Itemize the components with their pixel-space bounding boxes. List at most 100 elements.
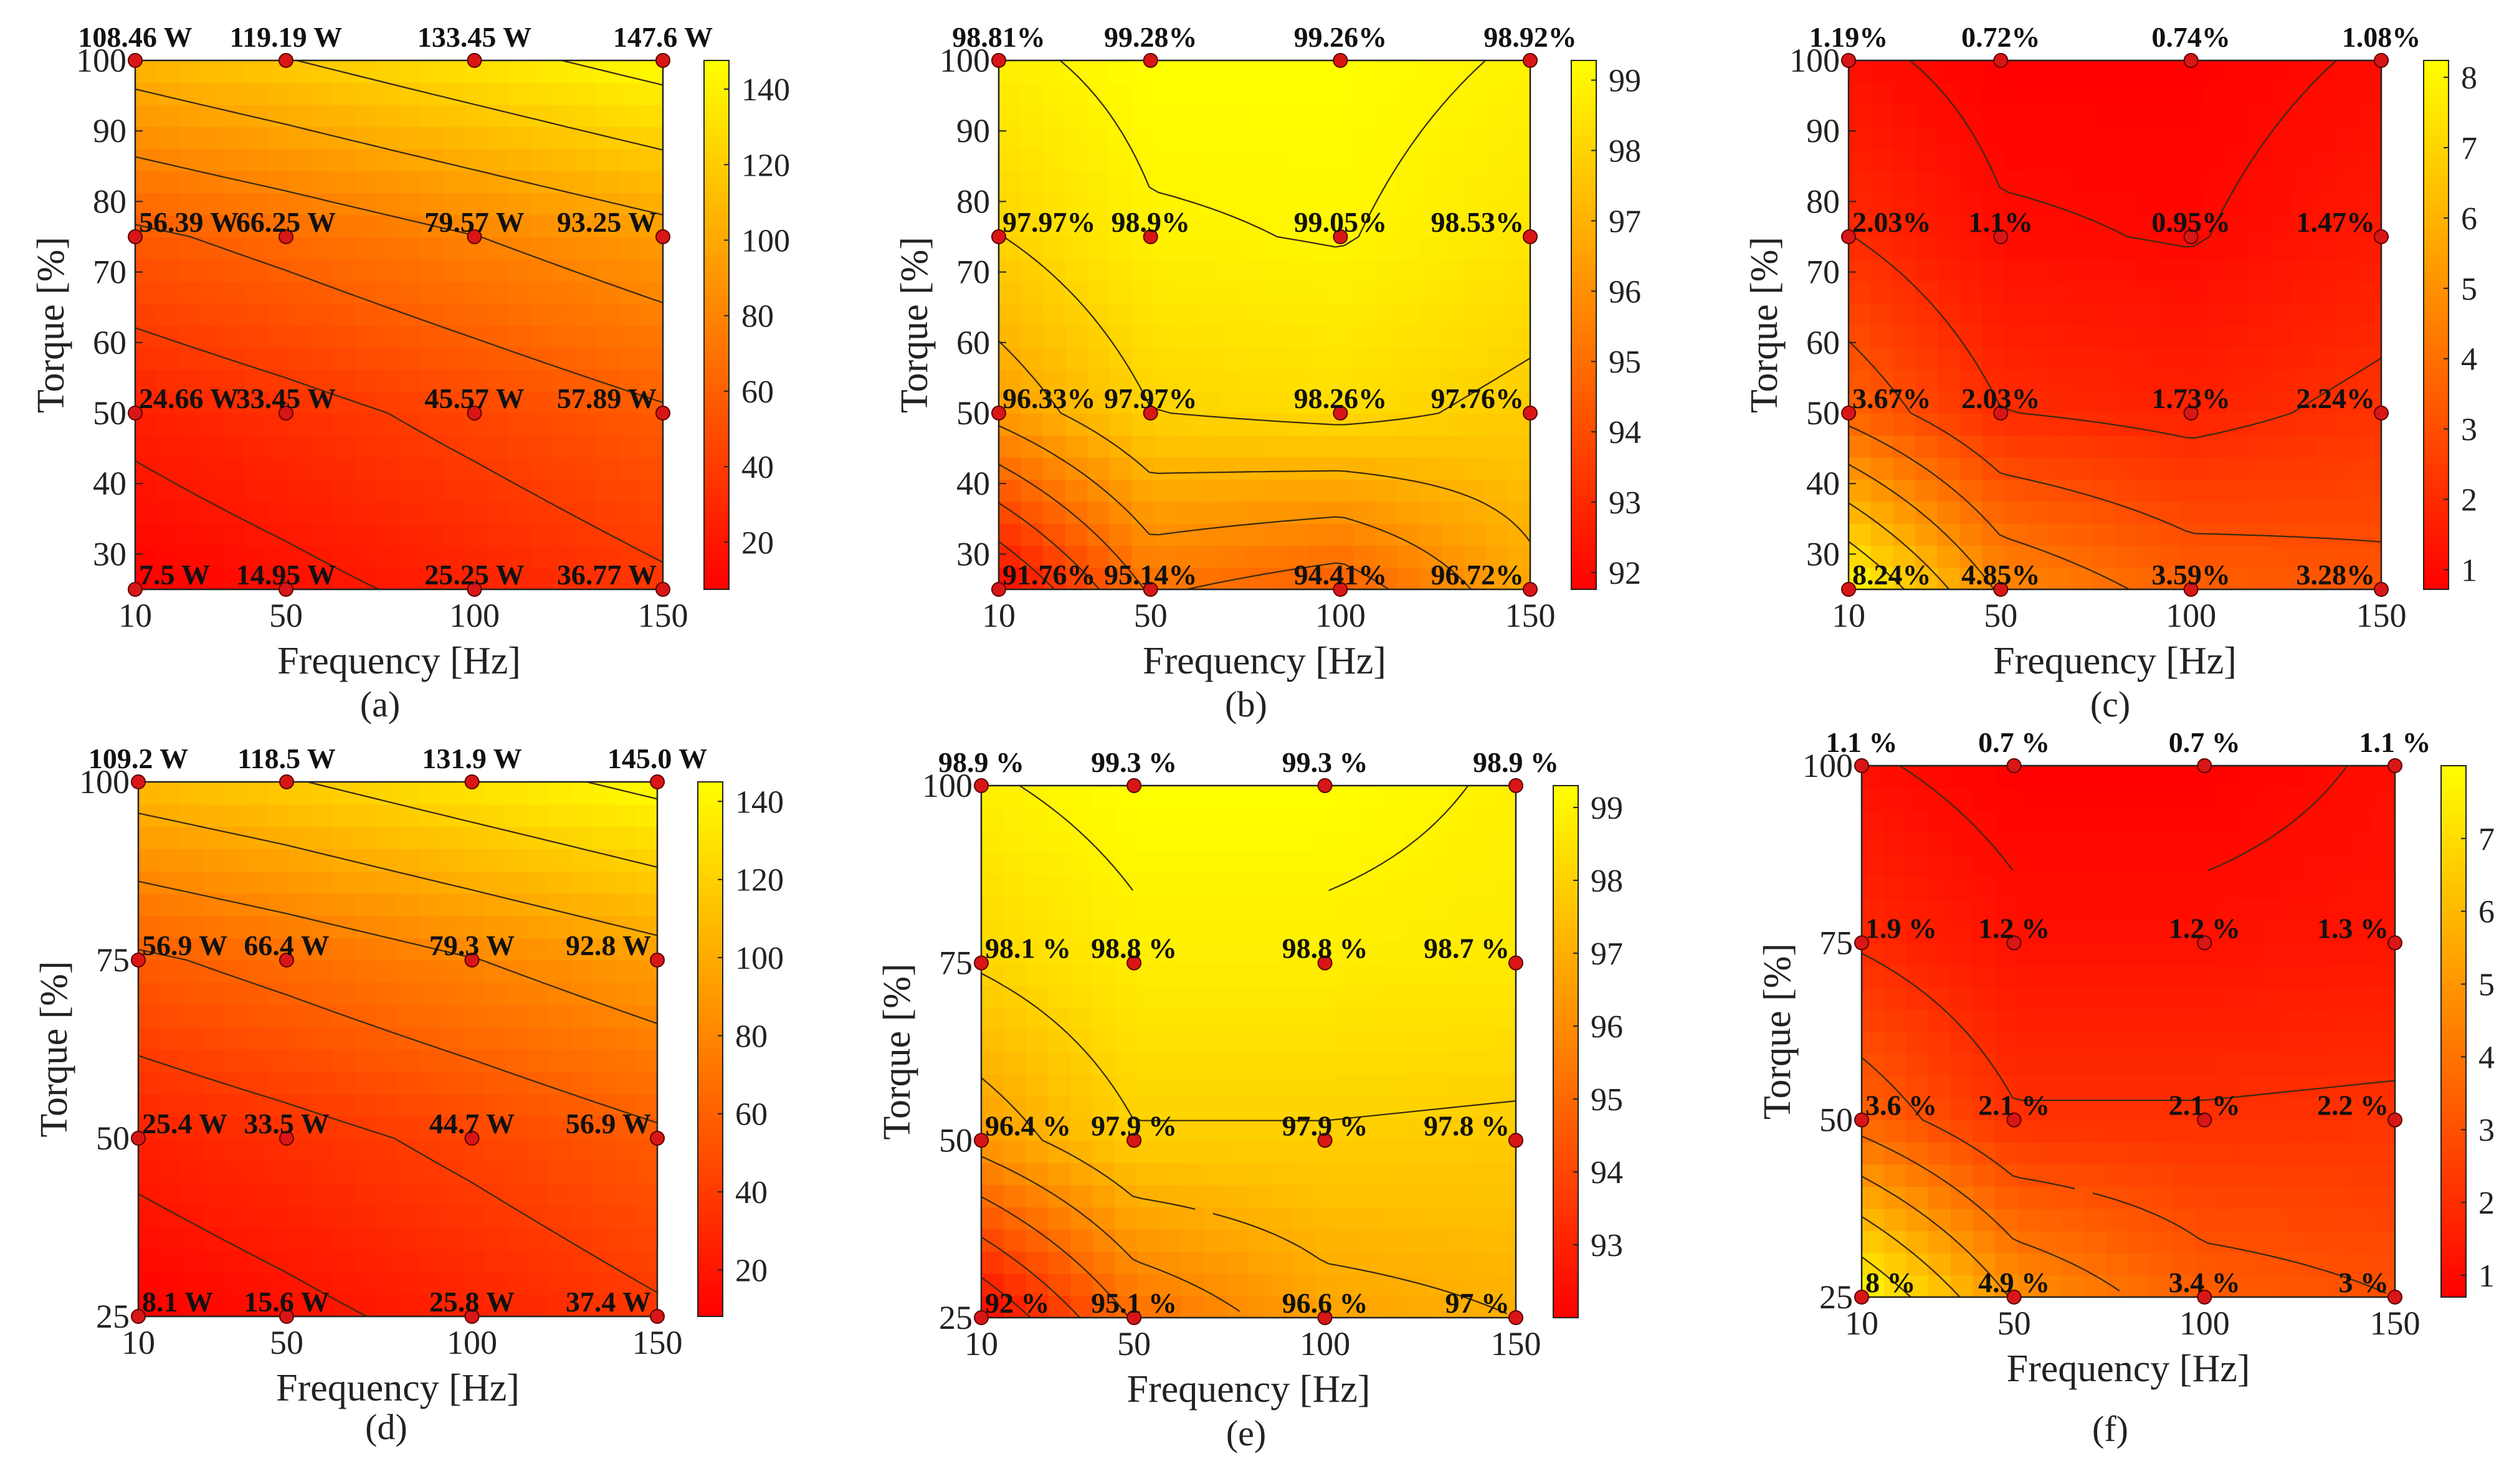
field-cell — [1264, 435, 1287, 458]
field-cell — [267, 501, 290, 524]
field-cell — [1220, 193, 1243, 216]
field-cell — [1449, 807, 1472, 830]
field-cell — [1287, 303, 1310, 326]
field-cell — [2173, 1142, 2196, 1165]
field-cell — [2283, 1208, 2307, 1232]
field-cell — [1181, 1052, 1205, 1075]
field-cell — [1048, 786, 1071, 809]
field-cell — [1862, 964, 1885, 988]
field-cell — [1862, 1230, 1885, 1253]
contour-line — [296, 59, 664, 151]
field-cell — [2115, 259, 2138, 282]
field-cell — [419, 960, 442, 983]
field-cell — [289, 214, 312, 237]
field-cell — [311, 214, 334, 237]
field-cell — [465, 148, 488, 171]
field-cell — [1287, 435, 1310, 458]
field-cell — [246, 1182, 269, 1206]
field-cell — [2373, 1054, 2396, 1077]
field-cell — [1087, 214, 1110, 237]
field-cell — [981, 985, 1004, 1008]
y-tick-label: 90 — [93, 112, 126, 150]
field-cell — [1849, 82, 1872, 105]
field-cell — [1270, 896, 1294, 920]
field-cell — [1287, 170, 1310, 194]
field-cell — [640, 457, 664, 480]
field-cell — [201, 413, 224, 436]
field-cell — [981, 830, 1004, 853]
field-cell — [1070, 1140, 1093, 1163]
field-cell — [2204, 259, 2227, 282]
field-cell — [2315, 391, 2338, 414]
field-cell — [1220, 391, 1243, 414]
field-cell — [574, 369, 597, 392]
field-cell — [999, 104, 1022, 127]
field-cell — [1915, 104, 1938, 127]
field-cell — [1906, 1031, 1929, 1054]
field-cell — [2159, 391, 2183, 414]
field-cell — [1264, 214, 1287, 237]
field-cell — [377, 170, 400, 194]
field-cell — [1087, 60, 1110, 83]
field-cell — [1397, 545, 1421, 568]
field-cell — [1287, 60, 1310, 83]
field-cell — [1404, 1207, 1427, 1230]
field-cell — [333, 193, 356, 216]
field-cell — [333, 346, 356, 370]
field-cell — [640, 82, 664, 105]
field-cell — [2159, 413, 2183, 436]
field-cell — [1382, 918, 1406, 941]
field-cell — [267, 303, 290, 326]
field-cell — [1070, 1295, 1093, 1318]
field-cell — [2373, 1009, 2396, 1032]
field-cell — [1441, 60, 1465, 83]
field-cell — [2181, 280, 2204, 303]
field-cell — [1937, 413, 1960, 436]
field-cell — [487, 413, 510, 436]
field-cell — [1204, 1140, 1227, 1163]
colorbar-tick-label: 5 — [2478, 968, 2495, 1003]
field-cell — [999, 126, 1022, 150]
field-cell — [1471, 786, 1495, 809]
field-cell — [1159, 1007, 1183, 1030]
field-cell — [2359, 303, 2382, 326]
field-cell — [1021, 567, 1044, 590]
field-cell — [397, 849, 421, 872]
field-cell — [619, 193, 642, 216]
field-cell — [1159, 1073, 1183, 1096]
field-cell — [1950, 854, 1974, 877]
field-cell — [553, 126, 576, 150]
field-cell — [1153, 60, 1177, 83]
field-cell — [159, 1138, 183, 1161]
field-cell — [333, 82, 356, 105]
value-label: 99.3 % — [1091, 746, 1177, 778]
value-label: 1.08% — [2342, 21, 2421, 53]
field-cell — [1021, 369, 1044, 392]
field-cell — [1427, 1073, 1450, 1096]
field-cell — [1204, 1251, 1227, 1274]
field-cell — [397, 1227, 421, 1250]
field-cell — [311, 893, 334, 916]
field-cell — [508, 413, 532, 436]
field-cell — [1950, 987, 1974, 1010]
field-cell — [1915, 280, 1938, 303]
data-point — [467, 53, 482, 68]
field-cell — [311, 193, 334, 216]
field-cell — [531, 413, 554, 436]
field-cell — [1359, 1184, 1383, 1207]
field-cell — [421, 523, 444, 546]
field-cell — [1937, 148, 1960, 171]
field-cell — [1043, 170, 1066, 194]
field-cell — [224, 1205, 247, 1228]
field-cell — [1003, 830, 1027, 853]
field-cell — [2115, 523, 2138, 546]
field-cell — [2373, 787, 2396, 811]
field-cell — [201, 457, 224, 480]
field-cell — [2204, 369, 2227, 392]
field-cell — [201, 104, 224, 127]
field-cell — [2315, 346, 2338, 370]
field-cell — [1153, 280, 1177, 303]
field-cell — [1270, 874, 1294, 897]
field-cell — [2204, 435, 2227, 458]
